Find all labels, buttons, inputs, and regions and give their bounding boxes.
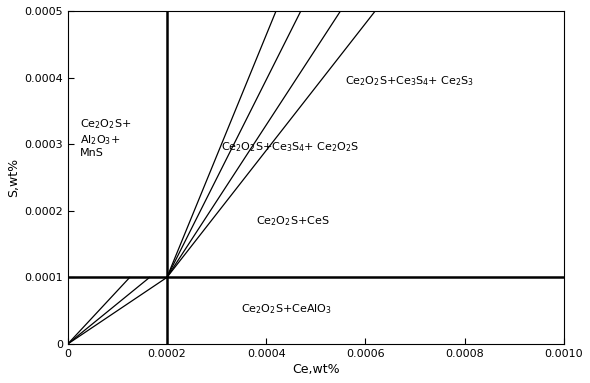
Y-axis label: S,wt%: S,wt% [7,158,20,197]
X-axis label: Ce,wt%: Ce,wt% [292,363,340,376]
Text: Ce$_2$O$_2$S+CeS: Ce$_2$O$_2$S+CeS [256,214,330,228]
Text: Ce$_2$O$_2$S+CeAlO$_3$: Ce$_2$O$_2$S+CeAlO$_3$ [241,302,332,316]
Text: Ce$_2$O$_2$S+Ce$_3$S$_4$+ Ce$_2$O$_2$S: Ce$_2$O$_2$S+Ce$_3$S$_4$+ Ce$_2$O$_2$S [221,141,360,154]
Text: Ce$_2$O$_2$S+Ce$_3$S$_4$+ Ce$_2$S$_3$: Ce$_2$O$_2$S+Ce$_3$S$_4$+ Ce$_2$S$_3$ [346,74,474,88]
Text: Ce$_2$O$_2$S+
Al$_2$O$_3$+
MnS: Ce$_2$O$_2$S+ Al$_2$O$_3$+ MnS [80,117,132,158]
